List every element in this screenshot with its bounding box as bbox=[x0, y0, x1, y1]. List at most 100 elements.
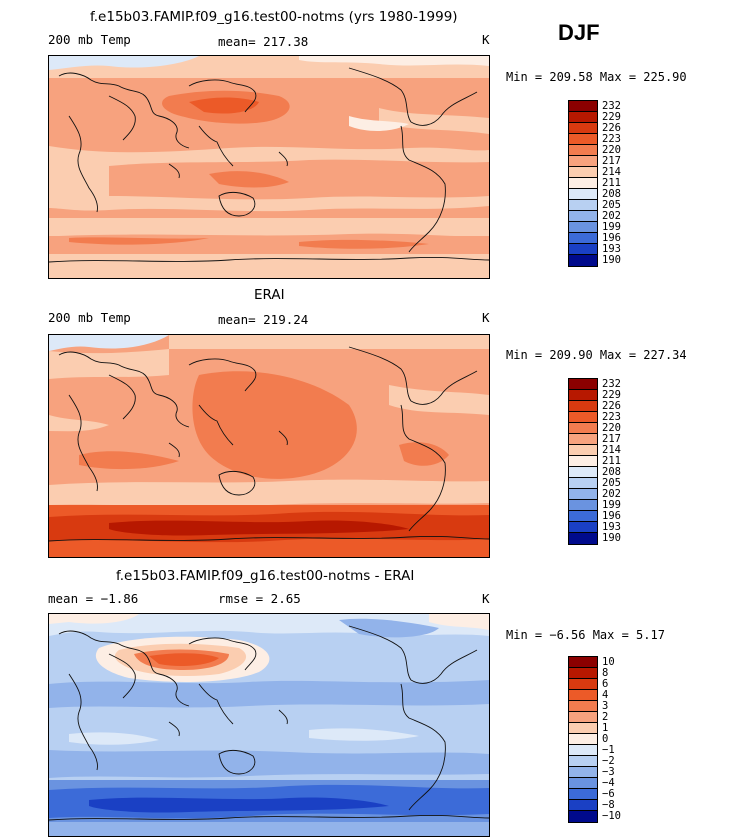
panel3-swatch-13 bbox=[568, 799, 598, 811]
panel3-cbar-label: −10 bbox=[602, 810, 621, 822]
panel3-units: K bbox=[482, 591, 490, 606]
panel3-swatch-9 bbox=[568, 755, 598, 767]
panel1-swatch-13 bbox=[568, 243, 598, 255]
panel2-contours bbox=[49, 335, 489, 557]
panel1-swatch-7 bbox=[568, 177, 598, 189]
panel1-cbar-label: 220 bbox=[602, 144, 621, 156]
panel2-cbar-label: 214 bbox=[602, 444, 621, 456]
panel1-cbar-label: 217 bbox=[602, 155, 621, 167]
panel2-swatch-3 bbox=[568, 411, 598, 423]
panel2-swatch-11 bbox=[568, 499, 598, 511]
panel3-swatch-14 bbox=[568, 810, 598, 823]
panel2-cbar-label: 193 bbox=[602, 521, 621, 533]
panel1-variable: 200 mb Temp bbox=[48, 32, 131, 47]
panel3-map bbox=[48, 613, 490, 837]
panel2-cbar-label: 199 bbox=[602, 499, 621, 511]
panel1-cbar-label: 229 bbox=[602, 111, 621, 123]
panel3-cbar-label: −3 bbox=[602, 766, 615, 778]
panel3-swatch-8 bbox=[568, 744, 598, 756]
panel1-cbar-label: 223 bbox=[602, 133, 621, 145]
panel3-swatch-1 bbox=[568, 667, 598, 679]
panel1-swatch-10 bbox=[568, 210, 598, 222]
panel2-swatch-4 bbox=[568, 422, 598, 434]
panel1-swatch-1 bbox=[568, 111, 598, 123]
panel1-minmax: Min = 209.58 Max = 225.90 bbox=[506, 70, 687, 84]
panel3-swatch-6 bbox=[568, 722, 598, 734]
panel2-units: K bbox=[482, 310, 490, 325]
panel2-cbar-label: 205 bbox=[602, 477, 621, 489]
panel1-contours bbox=[49, 56, 489, 278]
panel3-cbar-label: 6 bbox=[602, 678, 609, 690]
panel1-swatch-12 bbox=[568, 232, 598, 244]
season-label: DJF bbox=[558, 20, 600, 45]
panel3-swatch-7 bbox=[568, 733, 598, 745]
panel3-title: f.e15b03.FAMIP.f09_g16.test00-notms - ER… bbox=[116, 568, 415, 584]
panel2-swatch-14 bbox=[568, 532, 598, 545]
panel2-mean: mean= 219.24 bbox=[218, 312, 309, 327]
panel2-cbar-label: 220 bbox=[602, 422, 621, 434]
panel2-swatch-6 bbox=[568, 444, 598, 456]
panel3-swatch-5 bbox=[568, 711, 598, 723]
panel3-cbar-label: 10 bbox=[602, 656, 615, 668]
panel1-cbar-label: 193 bbox=[602, 243, 621, 255]
panel2-swatch-1 bbox=[568, 389, 598, 401]
panel3-swatch-4 bbox=[568, 700, 598, 712]
panel1-colorbar: 232 229 226 223 220 217 214 211 208 205 … bbox=[568, 100, 621, 274]
panel1-cbar-label: 232 bbox=[602, 100, 621, 112]
panel2-cbar-label: 226 bbox=[602, 400, 621, 412]
panel1-swatch-8 bbox=[568, 188, 598, 200]
panel2-minmax: Min = 209.90 Max = 227.34 bbox=[506, 348, 687, 362]
panel2-swatch-2 bbox=[568, 400, 598, 412]
panel2-swatch-8 bbox=[568, 466, 598, 478]
panel3-cbar-label: −8 bbox=[602, 799, 615, 811]
panel2-map bbox=[48, 334, 490, 558]
panel1-units: K bbox=[482, 32, 490, 47]
panel1-swatch-5 bbox=[568, 155, 598, 167]
panel3-rmse: rmse = 2.65 bbox=[218, 591, 301, 606]
panel2-swatch-13 bbox=[568, 521, 598, 533]
panel1-cbar-label: 214 bbox=[602, 166, 621, 178]
panel3-cbar-label: 3 bbox=[602, 700, 609, 712]
panel3-swatch-11 bbox=[568, 777, 598, 789]
panel1-swatch-11 bbox=[568, 221, 598, 233]
panel2-cbar-label: 196 bbox=[602, 510, 621, 522]
panel1-swatch-0 bbox=[568, 100, 598, 112]
panel1-mean: mean= 217.38 bbox=[218, 34, 309, 49]
panel2-swatch-0 bbox=[568, 378, 598, 390]
panel1-title: f.e15b03.FAMIP.f09_g16.test00-notms (yrs… bbox=[90, 9, 458, 25]
panel3-cbar-label: 2 bbox=[602, 711, 609, 723]
panel3-cbar-label: 1 bbox=[602, 722, 609, 734]
panel3-swatch-2 bbox=[568, 678, 598, 690]
panel3-contours bbox=[49, 614, 489, 836]
panel3-cbar-label: −2 bbox=[602, 755, 615, 767]
panel1-swatch-6 bbox=[568, 166, 598, 178]
panel3-cbar-label: −6 bbox=[602, 788, 615, 800]
panel2-swatch-9 bbox=[568, 477, 598, 489]
panel2-cbar-label: 190 bbox=[602, 532, 621, 544]
panel2-cbar-label: 211 bbox=[602, 455, 621, 467]
panel3-cbar-label: 8 bbox=[602, 667, 609, 679]
panel1-swatch-9 bbox=[568, 199, 598, 211]
panel2-cbar-label: 217 bbox=[602, 433, 621, 445]
panel3-cbar-label: −4 bbox=[602, 777, 615, 789]
panel1-map bbox=[48, 55, 490, 279]
panel2-cbar-label: 208 bbox=[602, 466, 621, 478]
panel1-swatch-14 bbox=[568, 254, 598, 267]
panel2-swatch-5 bbox=[568, 433, 598, 445]
panel2-title: ERAI bbox=[254, 287, 285, 303]
panel2-variable: 200 mb Temp bbox=[48, 310, 131, 325]
panel2-cbar-label: 202 bbox=[602, 488, 621, 500]
panel3-minmax: Min = −6.56 Max = 5.17 bbox=[506, 628, 665, 642]
panel1-swatch-3 bbox=[568, 133, 598, 145]
panel1-swatch-2 bbox=[568, 122, 598, 134]
panel2-swatch-7 bbox=[568, 455, 598, 467]
panel1-cbar-label: 202 bbox=[602, 210, 621, 222]
panel1-cbar-label: 226 bbox=[602, 122, 621, 134]
panel3-mean: mean = −1.86 bbox=[48, 591, 139, 606]
panel3-swatch-3 bbox=[568, 689, 598, 701]
panel1-cbar-label: 196 bbox=[602, 232, 621, 244]
panel1-swatch-4 bbox=[568, 144, 598, 156]
panel3-cbar-label: −1 bbox=[602, 744, 615, 756]
panel3-cbar-label: 0 bbox=[602, 733, 609, 745]
panel2-cbar-label: 223 bbox=[602, 411, 621, 423]
